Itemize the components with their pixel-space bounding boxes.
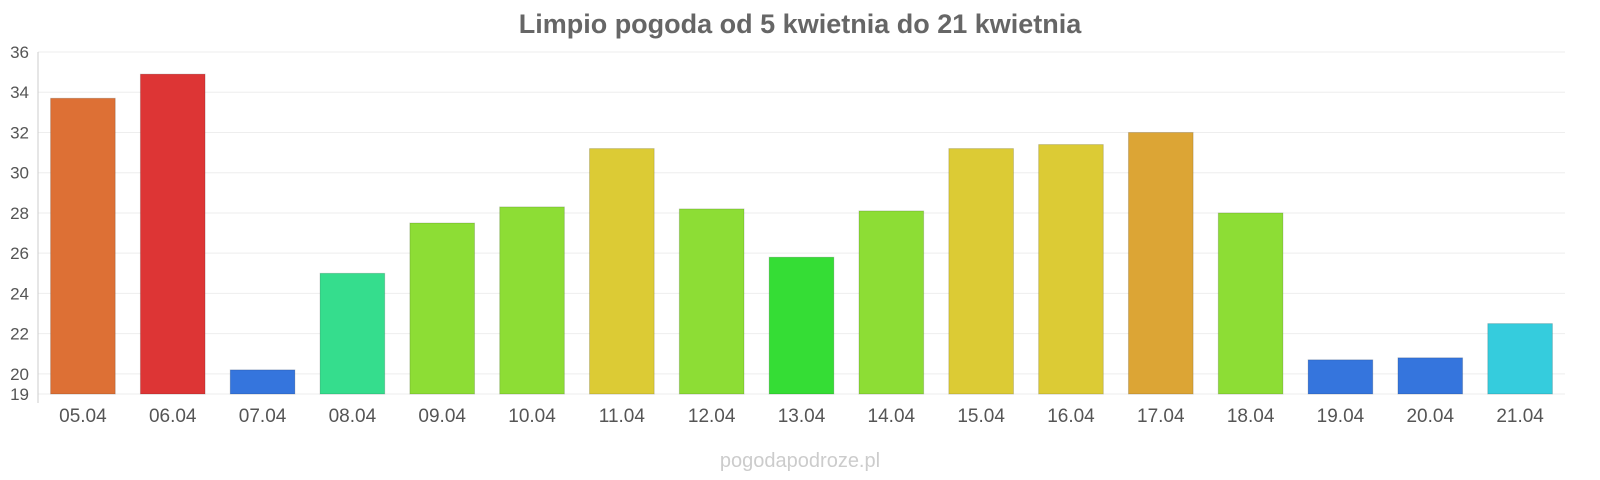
y-tick-label: 19 [10, 385, 29, 404]
x-tick-label: 14.04 [868, 406, 916, 427]
bar-18.04 [1217, 212, 1284, 395]
x-tick-label: 05.04 [59, 406, 107, 427]
bar-09.04 [409, 222, 476, 395]
x-axis-ticks: 05.04 06.04 07.04 08.04 09.04 10.04 11.04 12.04… [59, 406, 1544, 427]
bar-15.04 [948, 148, 1014, 395]
bar-11.04 [589, 148, 655, 395]
bar-20.04 [1397, 357, 1464, 395]
y-tick-label: 22 [10, 325, 29, 344]
x-tick-label: 11.04 [599, 406, 646, 427]
y-tick-label: 34 [10, 83, 29, 102]
bar-06.04 [139, 73, 206, 395]
y-tick-label: 24 [10, 284, 29, 303]
x-tick-label: 07.04 [239, 406, 287, 427]
bar-17.04 [1127, 131, 1194, 395]
x-tick-label: 20.04 [1406, 406, 1454, 427]
bar-07.04 [229, 369, 296, 395]
y-tick-label: 32 [10, 123, 29, 142]
bar-08.04 [319, 272, 386, 395]
y-tick-label: 26 [10, 244, 29, 263]
x-tick-label: 15.04 [957, 406, 1005, 427]
bar-14.04 [858, 210, 925, 395]
watermark: pogodapodroze.pl [719, 450, 881, 472]
bar-10.04 [499, 206, 565, 395]
bar-13.04 [768, 256, 835, 395]
y-tick-label: 20 [10, 365, 29, 384]
bar-12.04 [678, 208, 745, 395]
y-tick-label: 30 [10, 164, 29, 183]
x-tick-label: 18.04 [1227, 406, 1275, 427]
x-tick-label: 10.04 [508, 406, 556, 427]
bar-21.04 [1487, 323, 1553, 395]
x-tick-label: 12.04 [688, 406, 736, 427]
x-tick-label: 08.04 [329, 406, 377, 427]
x-tick-label: 21.04 [1496, 406, 1544, 427]
bar-05.04 [50, 97, 116, 395]
x-tick-label: 13.04 [778, 406, 826, 427]
bar-16.04 [1038, 144, 1104, 395]
bar-19.04 [1307, 359, 1374, 395]
y-tick-label: 36 [10, 43, 29, 62]
x-tick-label: 09.04 [418, 406, 466, 427]
x-tick-label: 17.04 [1137, 406, 1185, 427]
y-tick-label: 28 [10, 204, 29, 223]
x-tick-label: 19.04 [1317, 406, 1365, 427]
x-tick-label: 16.04 [1047, 406, 1095, 427]
chart-title: Limpio pogoda od 5 kwietnia do 21 kwietn… [518, 9, 1082, 39]
bars [50, 73, 1553, 395]
x-tick-label: 06.04 [149, 406, 197, 427]
